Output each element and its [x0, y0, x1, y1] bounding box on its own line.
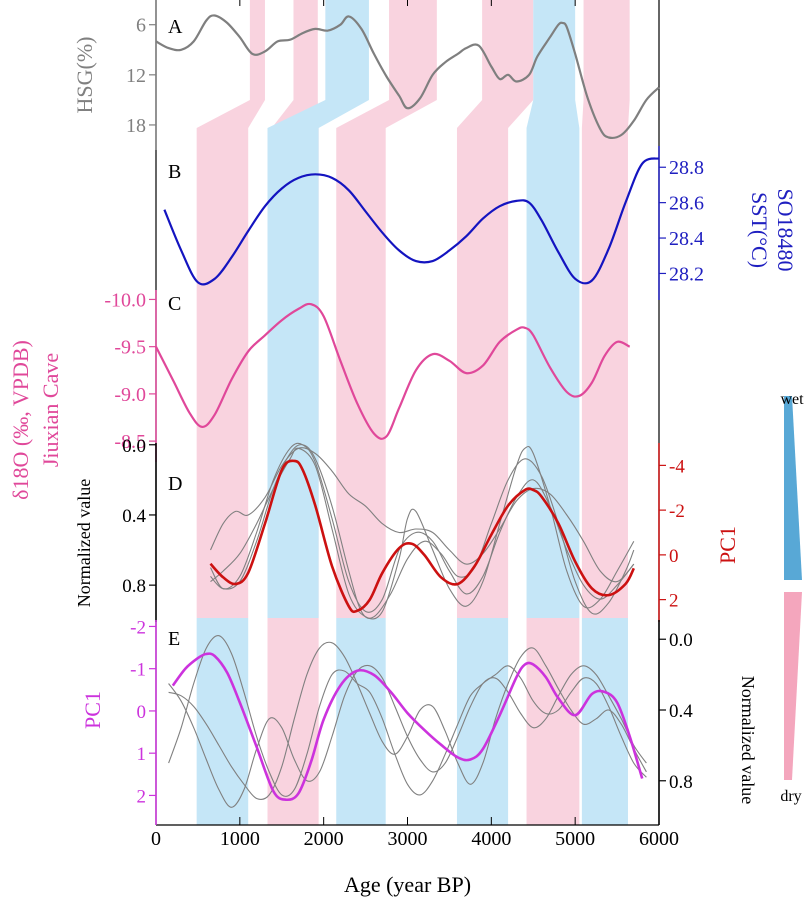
d18o-tick-label: -8.5	[114, 431, 146, 453]
hsg-tick-label: 12	[126, 65, 146, 87]
panel-label-b: B	[168, 161, 181, 183]
sst-tick-label: 28.4	[669, 228, 704, 250]
bottom-band-blue-0	[196, 618, 249, 825]
sst-tick-label: 28.6	[669, 193, 704, 215]
d-normalized-tick-label: 0.0	[122, 436, 146, 457]
bottom-band-pink-4	[526, 618, 580, 825]
axes	[149, 0, 666, 826]
panel-label-c: C	[168, 293, 181, 315]
panel-label-a: A	[168, 16, 183, 38]
e-pc1-tick-label: 0	[137, 702, 147, 723]
bottom-band-blue-5	[581, 618, 628, 825]
labels: 0 1000 2000 3000 4000 5000 6000 Age (year BP) 6 1…	[8, 15, 798, 897]
d-pc1-tick-label: 2	[669, 591, 679, 612]
d-normalized-tick-label: 0.4	[122, 506, 146, 527]
cave-axis-label: Jiuxian Cave	[38, 353, 63, 467]
bottom-band-blue-3	[456, 618, 509, 825]
shading-band-pink-6	[581, 0, 630, 618]
hsg-tick-label: 6	[136, 15, 146, 37]
sst-tick-label: 28.2	[669, 263, 704, 285]
shading-band-blue-5	[526, 0, 580, 618]
sst-axis-label-1: SO18480	[773, 188, 798, 271]
e-normalized-line-0	[168, 635, 647, 797]
hsg-axis-label: HSG(%)	[72, 37, 97, 114]
shading-band-pink-3	[336, 0, 437, 618]
e-normalized-tick-label: 0.4	[669, 701, 693, 722]
e-pc1-tick-label: -1	[130, 660, 146, 681]
data-series	[155, 14, 660, 808]
panel-label-e: E	[168, 628, 180, 650]
e-pc1-axis-label: PC1	[80, 691, 105, 729]
sst-series-line	[163, 157, 660, 286]
d-pc1-axis-label: PC1	[715, 526, 740, 564]
dry-wedge	[784, 592, 802, 780]
d-pc1-tick-label: -2	[669, 501, 685, 522]
shading-band-pink-0	[196, 0, 265, 618]
sst-axis-label-0: SST(°C)	[747, 192, 772, 268]
shading-band-pink-4	[456, 0, 534, 618]
x-tick-label: 2000	[304, 828, 344, 850]
e-normalized-tick-label: 0.0	[669, 630, 693, 651]
wet-label: wet	[780, 391, 804, 408]
e-normalized-tick-label: 0.8	[669, 772, 693, 793]
x-axis-label: Age (year BP)	[344, 872, 471, 897]
d18o-tick-label: -9.0	[114, 384, 146, 406]
e-pc1-tick-label: 1	[137, 744, 147, 765]
hsg-series-line	[155, 14, 660, 139]
sst-tick-label: 28.8	[669, 157, 704, 179]
e-pc1-tick-label: 2	[137, 786, 147, 807]
x-tick-label: 6000	[639, 828, 679, 850]
d18o-series-line	[155, 302, 631, 440]
x-tick-label: 4000	[471, 828, 511, 850]
x-tick-label: 3000	[388, 828, 428, 850]
d18o-tick-label: -10.0	[104, 289, 146, 311]
d-pc1-line	[209, 459, 635, 614]
d18o-axis-label: δ18O (‰, VPDB)	[8, 340, 33, 500]
d-pc1-tick-label: 0	[669, 546, 679, 567]
d-normalized-line-3	[210, 442, 635, 613]
e-pc1-tick-label: -2	[130, 617, 146, 638]
bottom-band-blue-2	[336, 618, 386, 825]
wet-wedge	[784, 396, 802, 580]
e-pc1-line	[171, 652, 644, 802]
x-tick-label: 5000	[555, 828, 595, 850]
e-normalized-axis-label: Normalized value	[738, 676, 758, 804]
dry-label: dry	[780, 788, 801, 805]
d-pc1-tick-label: -4	[669, 456, 685, 477]
hsg-tick-label: 18	[126, 115, 146, 137]
e-normalized-line-2	[168, 664, 647, 808]
x-tick-label: 1000	[220, 828, 260, 850]
panel-label-d: D	[168, 473, 182, 495]
wet-dry-legend: wet dry	[780, 391, 804, 805]
x-tick-label: 0	[151, 828, 161, 850]
d-normalized-tick-label: 0.8	[122, 576, 146, 597]
d18o-tick-label: -9.5	[114, 337, 146, 359]
d-normalized-axis-label: Normalized value	[74, 479, 94, 607]
